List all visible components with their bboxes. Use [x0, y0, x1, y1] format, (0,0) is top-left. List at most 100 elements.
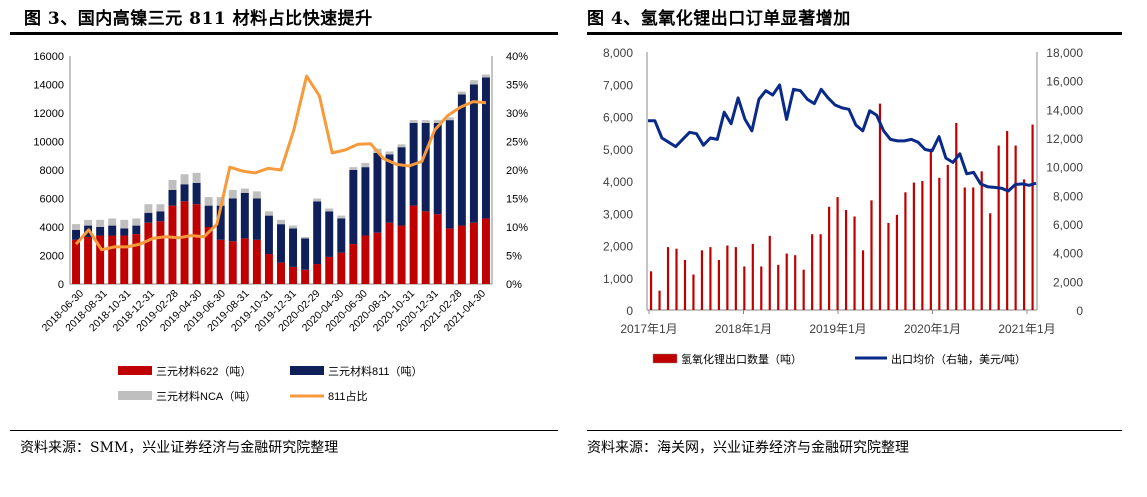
left-bar-nca	[385, 151, 394, 155]
left-bar-nca	[397, 144, 406, 148]
right-title-rule	[587, 32, 1122, 35]
right-bar-export-volume	[955, 122, 958, 310]
left-bar-622	[361, 235, 370, 284]
left-bar-622	[180, 201, 189, 284]
left-y2-tick-label: 15%	[506, 194, 528, 206]
left-legend-811-share-label: 811占比	[328, 389, 368, 403]
left-bar-nca	[264, 211, 273, 216]
left-bar-622	[108, 235, 117, 284]
left-bar-622	[349, 244, 358, 284]
left-title-rule	[10, 32, 558, 35]
right-bar-export-volume	[709, 247, 712, 310]
left-bar-622	[120, 235, 129, 284]
left-bar-622	[445, 228, 454, 284]
left-legend-nca-swatch	[118, 391, 152, 400]
left-bar-nca	[469, 80, 478, 85]
right-figure-title: 图 4、氢氧化锂出口订单显著增加	[587, 9, 851, 29]
right-bar-export-volume	[1014, 145, 1017, 310]
left-bar-811	[445, 120, 454, 229]
right-bar-export-volume	[802, 269, 805, 310]
left-bar-811	[397, 147, 406, 226]
left-bar-622	[421, 211, 430, 284]
right-y2-tick-label: 0	[1076, 304, 1083, 318]
right-x-tick-label: 2021年1月	[998, 322, 1055, 336]
left-bar-622	[204, 227, 213, 284]
right-x-tick-label: 2019年1月	[809, 322, 866, 336]
left-bar-811	[277, 224, 285, 263]
left-y-tick-label: 2000	[40, 251, 64, 263]
right-y-tick-label: 7,000	[603, 78, 633, 92]
left-bar-811	[264, 215, 273, 255]
right-bar-export-volume	[777, 264, 780, 310]
left-figure-panel: 图 3、国内高镍三元 811 材料占比快速提升 0 2000 4000 6000 800…	[0, 0, 560, 497]
left-legend-622-swatch	[118, 366, 152, 375]
left-bar-nca	[228, 189, 237, 199]
left-bar-811	[313, 201, 322, 265]
left-bar-nca	[301, 236, 310, 239]
left-bar-622	[397, 225, 406, 284]
left-y-tick-label: 12000	[33, 108, 64, 120]
right-bar-export-volume	[819, 234, 822, 310]
right-y2-tick-label: 18,000	[1046, 46, 1083, 60]
right-bar-export-volume	[870, 200, 873, 310]
right-bar-export-volume	[997, 145, 1000, 310]
left-source-rule	[10, 430, 558, 431]
right-y-tick-label: 1,000	[603, 272, 633, 286]
right-y2-tick-label: 4,000	[1053, 247, 1083, 261]
left-y2-tick-label: 0%	[506, 279, 522, 291]
left-bar-811	[252, 198, 261, 240]
right-bar-export-volume	[836, 197, 839, 310]
left-bar-nca	[84, 219, 93, 226]
right-x-tick-label: 2020年1月	[904, 322, 961, 336]
left-y2-tick-label: 5%	[506, 251, 522, 263]
left-bar-nca	[409, 120, 418, 123]
left-bar-811	[108, 225, 117, 236]
left-line-811-share	[74, 74, 487, 252]
right-bar-export-volume	[675, 248, 678, 310]
right-source-rule	[587, 430, 1122, 431]
right-bar-export-volume	[649, 271, 653, 310]
right-legend-price-label: 出口均价（右轴，美元/吨）	[891, 352, 1026, 366]
left-bar-622	[457, 225, 466, 284]
left-bar-622	[84, 236, 93, 284]
left-y-tick-label: 8000	[40, 165, 64, 177]
right-y2-tick-label: 8,000	[1053, 189, 1083, 203]
left-y2-tick-label: 10%	[506, 222, 528, 234]
right-bar-export-volume	[946, 164, 949, 310]
right-x-tick-label: 2018年1月	[715, 322, 772, 336]
left-bar-811	[216, 205, 225, 240]
right-bar-export-volume	[929, 148, 932, 310]
left-bar-811	[180, 184, 189, 202]
left-bar-nca	[457, 91, 466, 95]
right-legend-volume-label: 氢氧化锂出口数量（吨）	[681, 352, 802, 366]
left-bar-622	[96, 235, 105, 284]
left-chart: 0 2000 4000 6000 8000 10000 12000 14000 16000 0% 5…	[33, 51, 528, 403]
right-bar-export-volume	[785, 253, 788, 310]
left-y2-tick-label: 40%	[506, 51, 528, 63]
right-y-tick-label: 4,000	[603, 175, 633, 189]
left-bar-811	[385, 154, 394, 223]
left-bar-811	[228, 198, 237, 242]
left-bar-nca	[240, 188, 249, 193]
right-bar-export-volume	[1006, 131, 1009, 310]
right-bar-export-volume	[734, 247, 737, 310]
left-legend-nca-label: 三元材料NCA（吨）	[156, 389, 256, 403]
left-bar-811	[469, 84, 478, 223]
left-legend-811-swatch	[290, 366, 324, 375]
right-y2-tick-label: 2,000	[1053, 275, 1083, 289]
right-y-tick-label: 8,000	[603, 46, 633, 60]
right-bar-export-volume	[828, 206, 831, 310]
left-bar-nca	[96, 219, 105, 227]
left-bar-nca	[72, 224, 81, 230]
left-bar-622	[132, 234, 141, 284]
right-bar-export-volume	[989, 213, 992, 310]
right-y-tick-label: 5,000	[603, 143, 633, 157]
left-bar-622	[252, 239, 261, 284]
left-bar-811	[120, 228, 129, 236]
left-bar-nca	[144, 204, 153, 213]
left-bar-811	[325, 211, 334, 257]
right-figure-panel: 图 4、氢氧化锂出口订单显著增加 0 1,000 2,000 3,000 4,000 5,…	[587, 0, 1147, 497]
right-bar-export-volume	[700, 250, 704, 310]
right-bar-export-volume	[666, 247, 670, 310]
right-bar-export-volume	[743, 266, 746, 310]
